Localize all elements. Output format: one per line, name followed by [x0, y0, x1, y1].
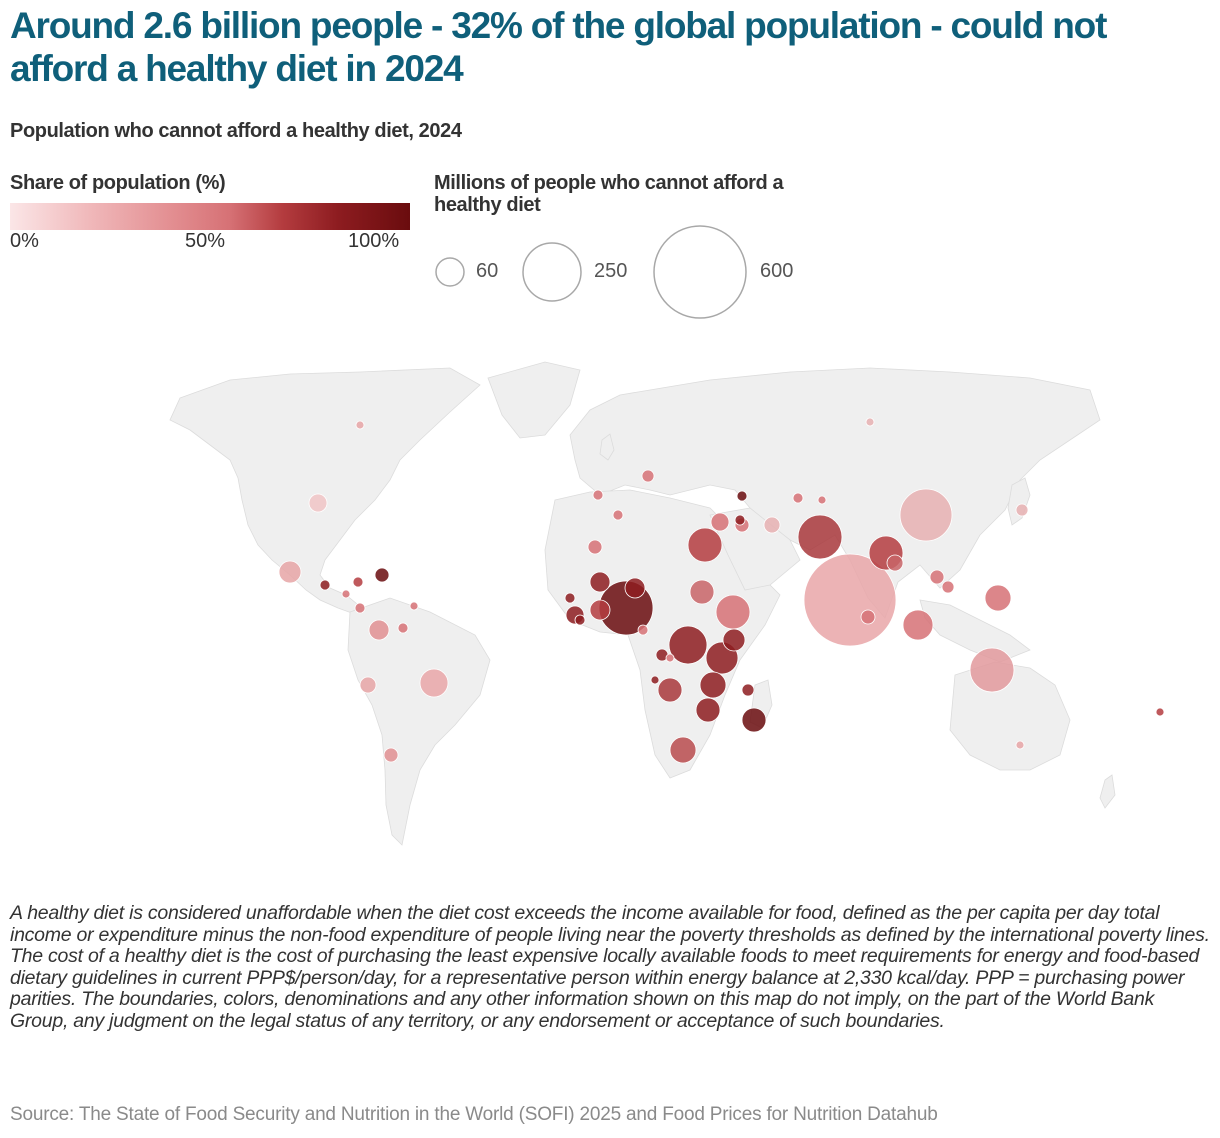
country-bubble[interactable] — [687, 527, 723, 563]
country-bubble[interactable] — [374, 567, 390, 583]
size-legend-circles — [435, 225, 747, 319]
land-south-america — [347, 597, 491, 846]
land-africa — [544, 489, 781, 779]
country-bubble[interactable] — [941, 580, 955, 594]
country-bubble[interactable] — [355, 420, 365, 430]
world-map-svg — [169, 361, 1165, 846]
size-legend-title: Millions of people who cannot afford a h… — [434, 172, 784, 216]
country-bubble[interactable] — [817, 495, 827, 505]
size-legend-circle-600 — [653, 225, 747, 319]
country-bubble[interactable] — [612, 509, 624, 521]
country-bubble[interactable] — [803, 553, 897, 647]
country-bubble[interactable] — [741, 707, 767, 733]
country-bubble[interactable] — [902, 609, 934, 641]
country-bubble[interactable] — [419, 668, 449, 698]
land-greenland — [487, 361, 581, 439]
source-note: Source: The State of Food Security and N… — [10, 1104, 938, 1125]
land-australia — [949, 661, 1071, 771]
country-bubble[interactable] — [641, 469, 655, 483]
world-map — [150, 350, 1190, 860]
country-bubble[interactable] — [860, 609, 876, 625]
country-bubble[interactable] — [797, 514, 843, 560]
country-bubble[interactable] — [589, 571, 611, 593]
country-bubble[interactable] — [624, 577, 646, 599]
land-uk — [599, 433, 615, 461]
country-bubble[interactable] — [574, 614, 586, 626]
footnote: A healthy diet is considered unaffordabl… — [10, 902, 1210, 1032]
land-eurasia — [569, 367, 1101, 619]
size-legend-circle-250 — [522, 242, 582, 302]
country-bubble[interactable] — [668, 625, 708, 665]
country-bubble[interactable] — [699, 671, 727, 699]
country-bubble[interactable] — [592, 489, 604, 501]
country-bubble[interactable] — [984, 584, 1012, 612]
color-legend-tick-0: 0% — [10, 230, 39, 252]
chart-title: Around 2.6 billion people - 32% of the g… — [10, 5, 1107, 89]
land-indonesia — [919, 599, 1031, 663]
land-japan — [1007, 477, 1031, 526]
country-bubble[interactable] — [308, 493, 328, 513]
country-bubble[interactable] — [899, 488, 953, 542]
country-bubble[interactable] — [637, 624, 649, 636]
country-bubble[interactable] — [715, 594, 751, 630]
color-legend-title: Share of population (%) — [10, 172, 226, 194]
chart-subtitle: Population who cannot afford a healthy d… — [10, 120, 462, 142]
color-legend-tick-50: 50% — [185, 230, 226, 252]
land-arabia — [709, 507, 801, 591]
country-bubble[interactable] — [969, 647, 1015, 693]
size-legend-circle-60 — [435, 257, 465, 287]
country-bubble[interactable] — [359, 676, 377, 694]
country-bubble[interactable] — [354, 602, 366, 614]
country-bubble[interactable] — [352, 576, 364, 588]
country-bubble[interactable] — [689, 579, 715, 605]
country-bubble[interactable] — [886, 554, 904, 572]
country-bubble[interactable] — [669, 736, 697, 764]
country-bubble[interactable] — [1155, 707, 1165, 717]
country-bubble[interactable] — [278, 560, 302, 584]
country-bubble[interactable] — [722, 628, 746, 652]
size-legend: 60 250 600 — [430, 220, 850, 325]
country-bubble[interactable] — [763, 516, 781, 534]
country-bubble[interactable] — [368, 619, 390, 641]
country-bubble[interactable] — [1015, 503, 1029, 517]
country-bubble[interactable] — [657, 677, 683, 703]
country-bubble[interactable] — [650, 675, 660, 685]
country-bubble[interactable] — [341, 589, 351, 599]
size-legend-label-600: 600 — [760, 260, 794, 282]
country-bubble[interactable] — [734, 514, 746, 526]
land-north-america — [169, 367, 481, 617]
size-legend-label-250: 250 — [594, 260, 628, 282]
country-bubble[interactable] — [409, 601, 419, 611]
country-bubble[interactable] — [865, 417, 875, 427]
country-bubble[interactable] — [587, 539, 603, 555]
country-bubble[interactable] — [695, 697, 721, 723]
land-new-zealand — [1099, 774, 1116, 809]
country-bubble[interactable] — [710, 512, 730, 532]
country-bubble[interactable] — [397, 622, 409, 634]
country-bubble[interactable] — [741, 683, 755, 697]
country-bubble[interactable] — [1015, 740, 1025, 750]
country-bubble[interactable] — [792, 492, 804, 504]
size-legend-label-60: 60 — [476, 260, 499, 282]
country-bubble[interactable] — [564, 592, 576, 604]
country-bubble[interactable] — [383, 747, 399, 763]
country-bubble[interactable] — [929, 569, 945, 585]
country-bubble[interactable] — [319, 579, 331, 591]
country-bubble[interactable] — [665, 653, 675, 663]
color-legend-gradient — [10, 203, 410, 230]
country-bubble[interactable] — [736, 490, 748, 502]
country-bubble[interactable] — [589, 599, 611, 621]
color-legend-tick-100: 100% — [348, 230, 400, 252]
